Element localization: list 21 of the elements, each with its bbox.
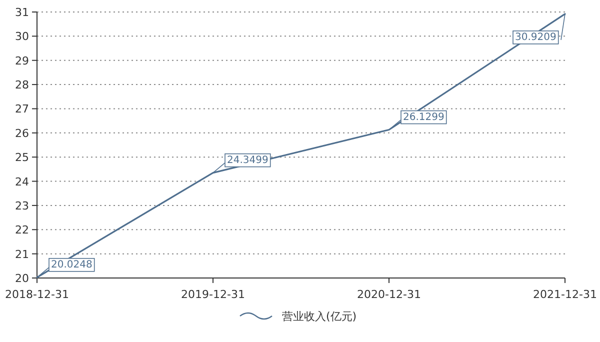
- y-tick-label: 29: [15, 54, 29, 68]
- y-tick-label: 24: [15, 175, 29, 188]
- x-tick-label: 2018-12-31: [5, 288, 69, 301]
- x-tick-label: 2020-12-31: [357, 288, 421, 301]
- y-tick-label: 31: [15, 6, 29, 19]
- y-tick-label: 20: [15, 272, 29, 285]
- data-label: 26.1299: [403, 112, 444, 123]
- x-tick-label: 2019-12-31: [181, 288, 245, 301]
- y-tick-label: 27: [15, 102, 29, 116]
- y-tick-label: 25: [15, 151, 29, 164]
- y-tick-label: 21: [15, 248, 29, 261]
- data-label: 20.0248: [51, 259, 92, 270]
- y-tick-label: 22: [15, 224, 29, 237]
- y-tick-label: 28: [15, 78, 29, 92]
- data-label: 30.9209: [515, 32, 556, 43]
- y-tick-label: 30: [15, 30, 29, 44]
- y-tick-label: 26: [15, 126, 29, 140]
- legend-label: 营业收入(亿元): [282, 310, 357, 323]
- data-label: 24.3499: [227, 154, 268, 166]
- y-tick-label: 23: [15, 199, 29, 212]
- x-tick-label: 2021-12-31: [533, 288, 597, 301]
